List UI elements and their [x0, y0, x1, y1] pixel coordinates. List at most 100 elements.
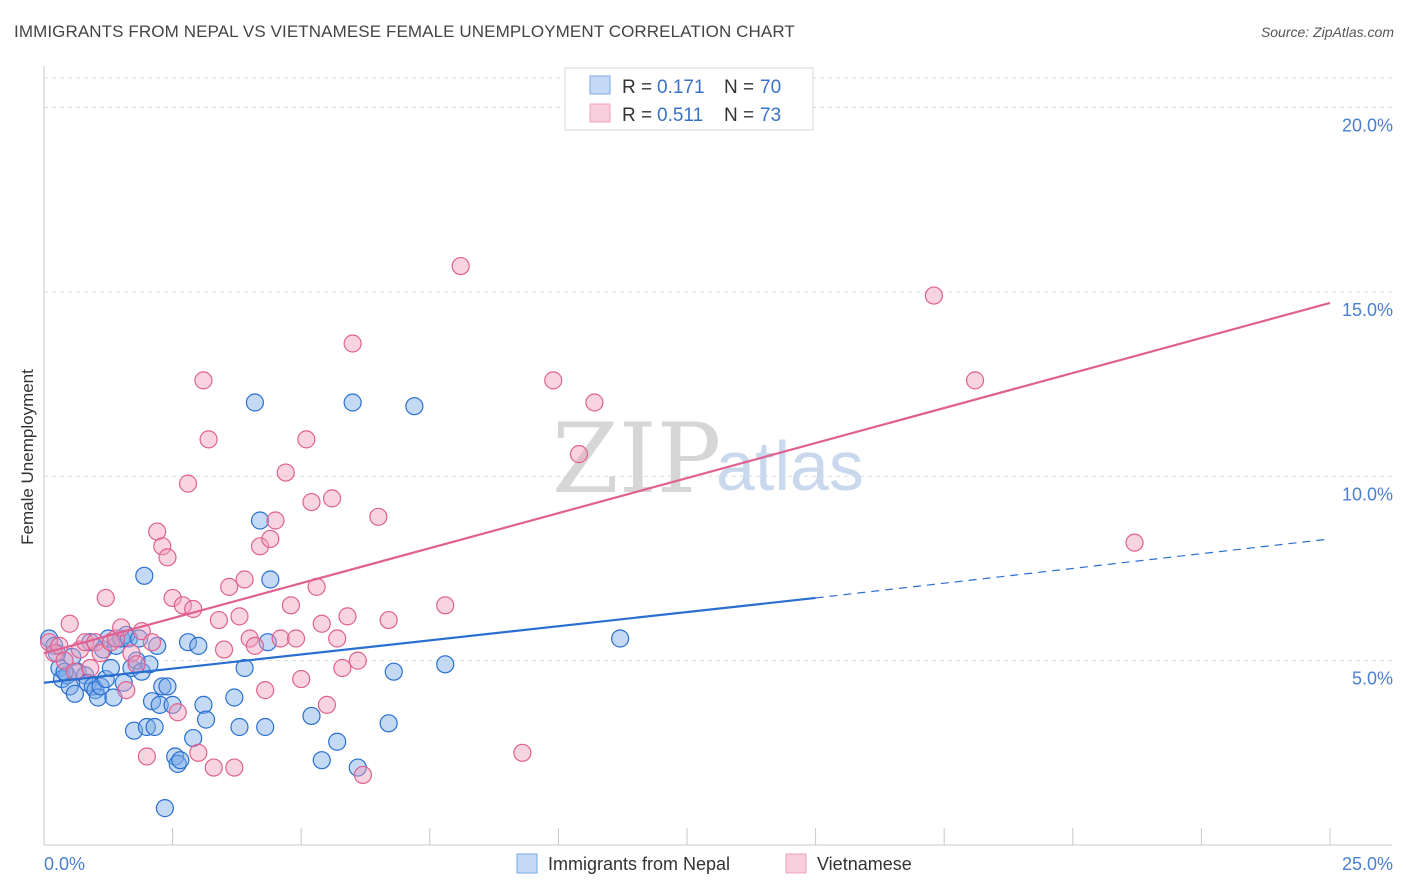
bottom-legend: Immigrants from Nepal Vietnamese [516, 853, 912, 874]
point-nepal [379, 714, 398, 733]
legend-swatch-nepal [589, 75, 611, 95]
legend-n-value: 73 [760, 105, 781, 126]
y-tick-label: 20.0% [1342, 116, 1393, 136]
point-vietnamese [276, 463, 295, 482]
point-vietnamese [348, 651, 367, 670]
y-tick-labels: 5.0% 10.0% 15.0% 20.0% [1342, 116, 1393, 689]
point-nepal [261, 570, 280, 589]
point-vietnamese [513, 743, 532, 762]
x-tick-label: 0.0% [44, 854, 85, 874]
point-vietnamese [379, 610, 398, 630]
bottom-legend-label-vietnamese[interactable]: Vietnamese [817, 854, 912, 874]
point-vietnamese [209, 610, 228, 630]
point-nepal [250, 511, 270, 530]
point-vietnamese [214, 640, 234, 659]
point-vietnamese [312, 614, 331, 633]
point-vietnamese [281, 596, 301, 615]
point-vietnamese [173, 596, 192, 615]
x-tick-label: 25.0% [1342, 854, 1393, 874]
trend-line-nepal-extension [815, 538, 1331, 599]
point-nepal [65, 684, 84, 703]
point-nepal [384, 662, 403, 681]
watermark: ZIP atlas [552, 403, 864, 515]
point-vietnamese [142, 633, 162, 652]
point-vietnamese [91, 644, 110, 663]
point-nepal [171, 751, 190, 770]
point-vietnamese [153, 537, 172, 556]
point-vietnamese [163, 588, 182, 608]
point-vietnamese [81, 658, 100, 678]
y-axis-title: Female Unemployment [18, 369, 37, 545]
point-nepal [312, 751, 331, 770]
point-vietnamese [317, 695, 337, 714]
bottom-legend-label-nepal[interactable]: Immigrants from Nepal [548, 854, 730, 874]
x-tick-labels: 0.0% 25.0% [44, 854, 1393, 874]
legend-r-value: 0.511 [657, 105, 703, 126]
point-vietnamese [96, 588, 115, 608]
point-vietnamese [369, 507, 388, 526]
point-vietnamese [230, 607, 249, 626]
point-vietnamese [322, 489, 342, 508]
legend-swatch-vietnamese [589, 103, 611, 123]
y-tick-label: 10.0% [1342, 484, 1393, 504]
point-nepal [611, 629, 630, 648]
point-vietnamese [1125, 533, 1144, 552]
point-nepal [328, 732, 347, 751]
legend-r-label: R = [622, 77, 652, 98]
y-tick-label: 5.0% [1352, 669, 1393, 689]
point-nepal [137, 717, 156, 737]
point-vietnamese [117, 681, 136, 700]
point-nepal [189, 636, 208, 655]
point-vietnamese [158, 548, 177, 567]
point-vietnamese [585, 393, 604, 412]
point-vietnamese [292, 669, 311, 689]
series-nepal-points [40, 393, 630, 818]
point-vietnamese [199, 430, 218, 449]
legend-r-value: 0.171 [657, 77, 705, 98]
point-nepal [256, 717, 275, 737]
point-vietnamese [965, 371, 985, 390]
point-vietnamese [122, 644, 141, 663]
point-nepal [245, 393, 265, 412]
point-vietnamese [338, 607, 357, 626]
point-vietnamese [127, 655, 146, 674]
point-vietnamese [204, 758, 223, 777]
point-nepal [196, 710, 216, 729]
point-vietnamese [194, 371, 213, 390]
point-nepal [178, 633, 198, 652]
point-vietnamese [266, 511, 285, 530]
point-nepal [150, 695, 169, 714]
legend-r-label: R = [622, 105, 652, 126]
point-vietnamese [235, 570, 254, 589]
bottom-legend-swatch-vietnamese[interactable] [785, 853, 807, 874]
point-nepal [302, 706, 321, 726]
point-vietnamese [333, 658, 352, 678]
point-nepal [153, 677, 172, 696]
legend-n-label: N = [724, 105, 754, 126]
point-vietnamese [544, 371, 563, 390]
point-vietnamese [60, 614, 79, 633]
point-nepal [405, 397, 424, 416]
point-nepal [230, 717, 249, 737]
point-nepal [194, 695, 213, 714]
point-vietnamese [451, 256, 470, 276]
legend-n-value: 70 [760, 77, 781, 98]
watermark-zip: ZIP [552, 403, 721, 515]
point-vietnamese [297, 430, 316, 449]
point-vietnamese [256, 681, 275, 700]
series-vietnamese-points [40, 256, 1144, 785]
point-vietnamese [286, 629, 306, 648]
point-vietnamese [271, 629, 290, 648]
point-nepal [343, 393, 362, 412]
bottom-legend-swatch-nepal[interactable] [516, 853, 538, 874]
point-vietnamese [250, 537, 270, 556]
point-vietnamese [436, 596, 455, 615]
y-tick-label: 15.0% [1342, 300, 1393, 320]
trend-lines [43, 301, 1331, 684]
point-nepal [155, 799, 174, 818]
point-vietnamese [924, 286, 944, 305]
point-vietnamese [225, 758, 244, 777]
point-nepal [88, 688, 108, 707]
axes [43, 66, 1392, 846]
